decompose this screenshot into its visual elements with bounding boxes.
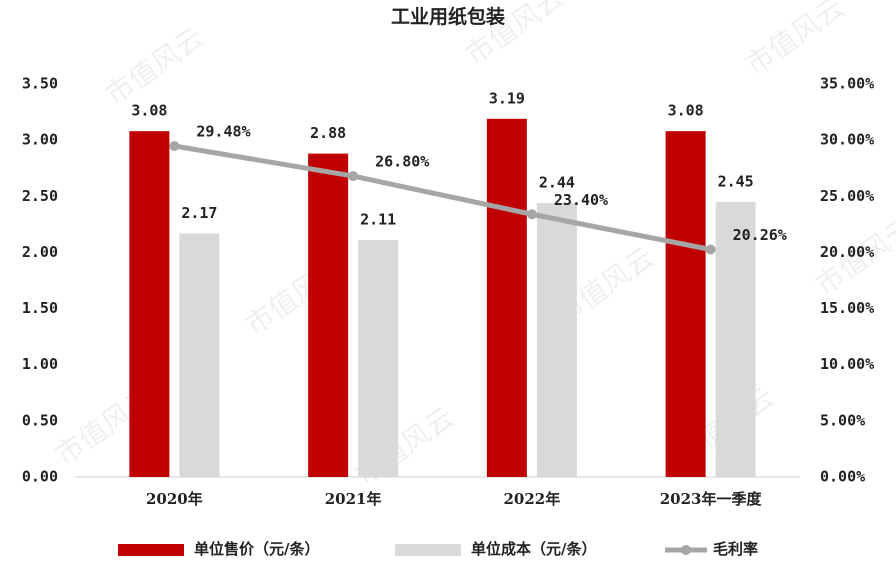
bar <box>665 131 706 477</box>
y-tick-label: 0.50 <box>22 411 58 429</box>
bar-value-label: 3.19 <box>489 89 525 107</box>
bar-value-label: 3.08 <box>131 102 167 120</box>
y2-tick-label: 30.00% <box>820 131 874 149</box>
y2-tick-label: 0.00% <box>820 468 865 486</box>
bar-value-label: 3.08 <box>668 102 704 120</box>
legend-swatch <box>118 544 184 556</box>
y-tick-label: 3.00 <box>22 131 58 149</box>
x-tick-label: 2023年一季度 <box>660 490 763 508</box>
bar <box>129 131 170 477</box>
line-marker <box>526 209 537 220</box>
bar <box>358 240 399 477</box>
watermark: 市值风云 <box>739 0 850 82</box>
line <box>173 143 712 252</box>
bar <box>179 233 220 477</box>
x-tick-label: 2022年 <box>504 490 561 508</box>
legend-label: 毛利率 <box>713 540 758 558</box>
y2-tick-label: 15.00% <box>820 299 874 317</box>
chart-title: 工业用纸包装 <box>391 5 505 28</box>
y2-tick-label: 10.00% <box>820 355 874 373</box>
y-tick-label: 2.00 <box>22 243 58 261</box>
bar <box>308 153 349 478</box>
y2-tick-label: 35.00% <box>820 75 874 93</box>
bar-value-label: 2.88 <box>310 124 346 142</box>
bar-value-label: 2.44 <box>539 174 575 192</box>
y2-tick-label: 25.00% <box>820 187 874 205</box>
y2-tick-label: 5.00% <box>820 411 865 429</box>
bar-value-label: 2.11 <box>360 211 396 229</box>
legend-label: 单位售价（元/条） <box>194 540 319 558</box>
legend-swatch <box>395 544 461 556</box>
x-tick-label: 2020年 <box>146 490 203 508</box>
y-tick-label: 3.50 <box>22 75 58 93</box>
watermark: 市值风云 <box>99 21 210 112</box>
legend-label: 单位成本（元/条） <box>471 540 596 558</box>
bar <box>486 118 527 478</box>
line-marker <box>348 171 359 182</box>
bar-value-label: 2.17 <box>181 204 217 222</box>
y-tick-label: 1.00 <box>22 355 58 373</box>
line-marker <box>169 140 180 151</box>
y-tick-label: 1.50 <box>22 299 58 317</box>
bar <box>715 201 756 477</box>
line-marker <box>705 244 716 255</box>
y-tick-label: 2.50 <box>22 187 58 205</box>
y-tick-label: 0.00 <box>22 468 58 486</box>
line-value-label: 29.48% <box>196 122 250 140</box>
line-value-label: 20.26% <box>733 226 787 244</box>
line-value-label: 26.80% <box>375 153 429 171</box>
bar-value-label: 2.45 <box>718 172 754 190</box>
legend-swatch <box>681 545 691 555</box>
line-value-label: 23.40% <box>554 191 608 209</box>
y2-tick-label: 20.00% <box>820 243 874 261</box>
bar <box>536 203 577 477</box>
x-tick-label: 2021年 <box>325 490 382 508</box>
